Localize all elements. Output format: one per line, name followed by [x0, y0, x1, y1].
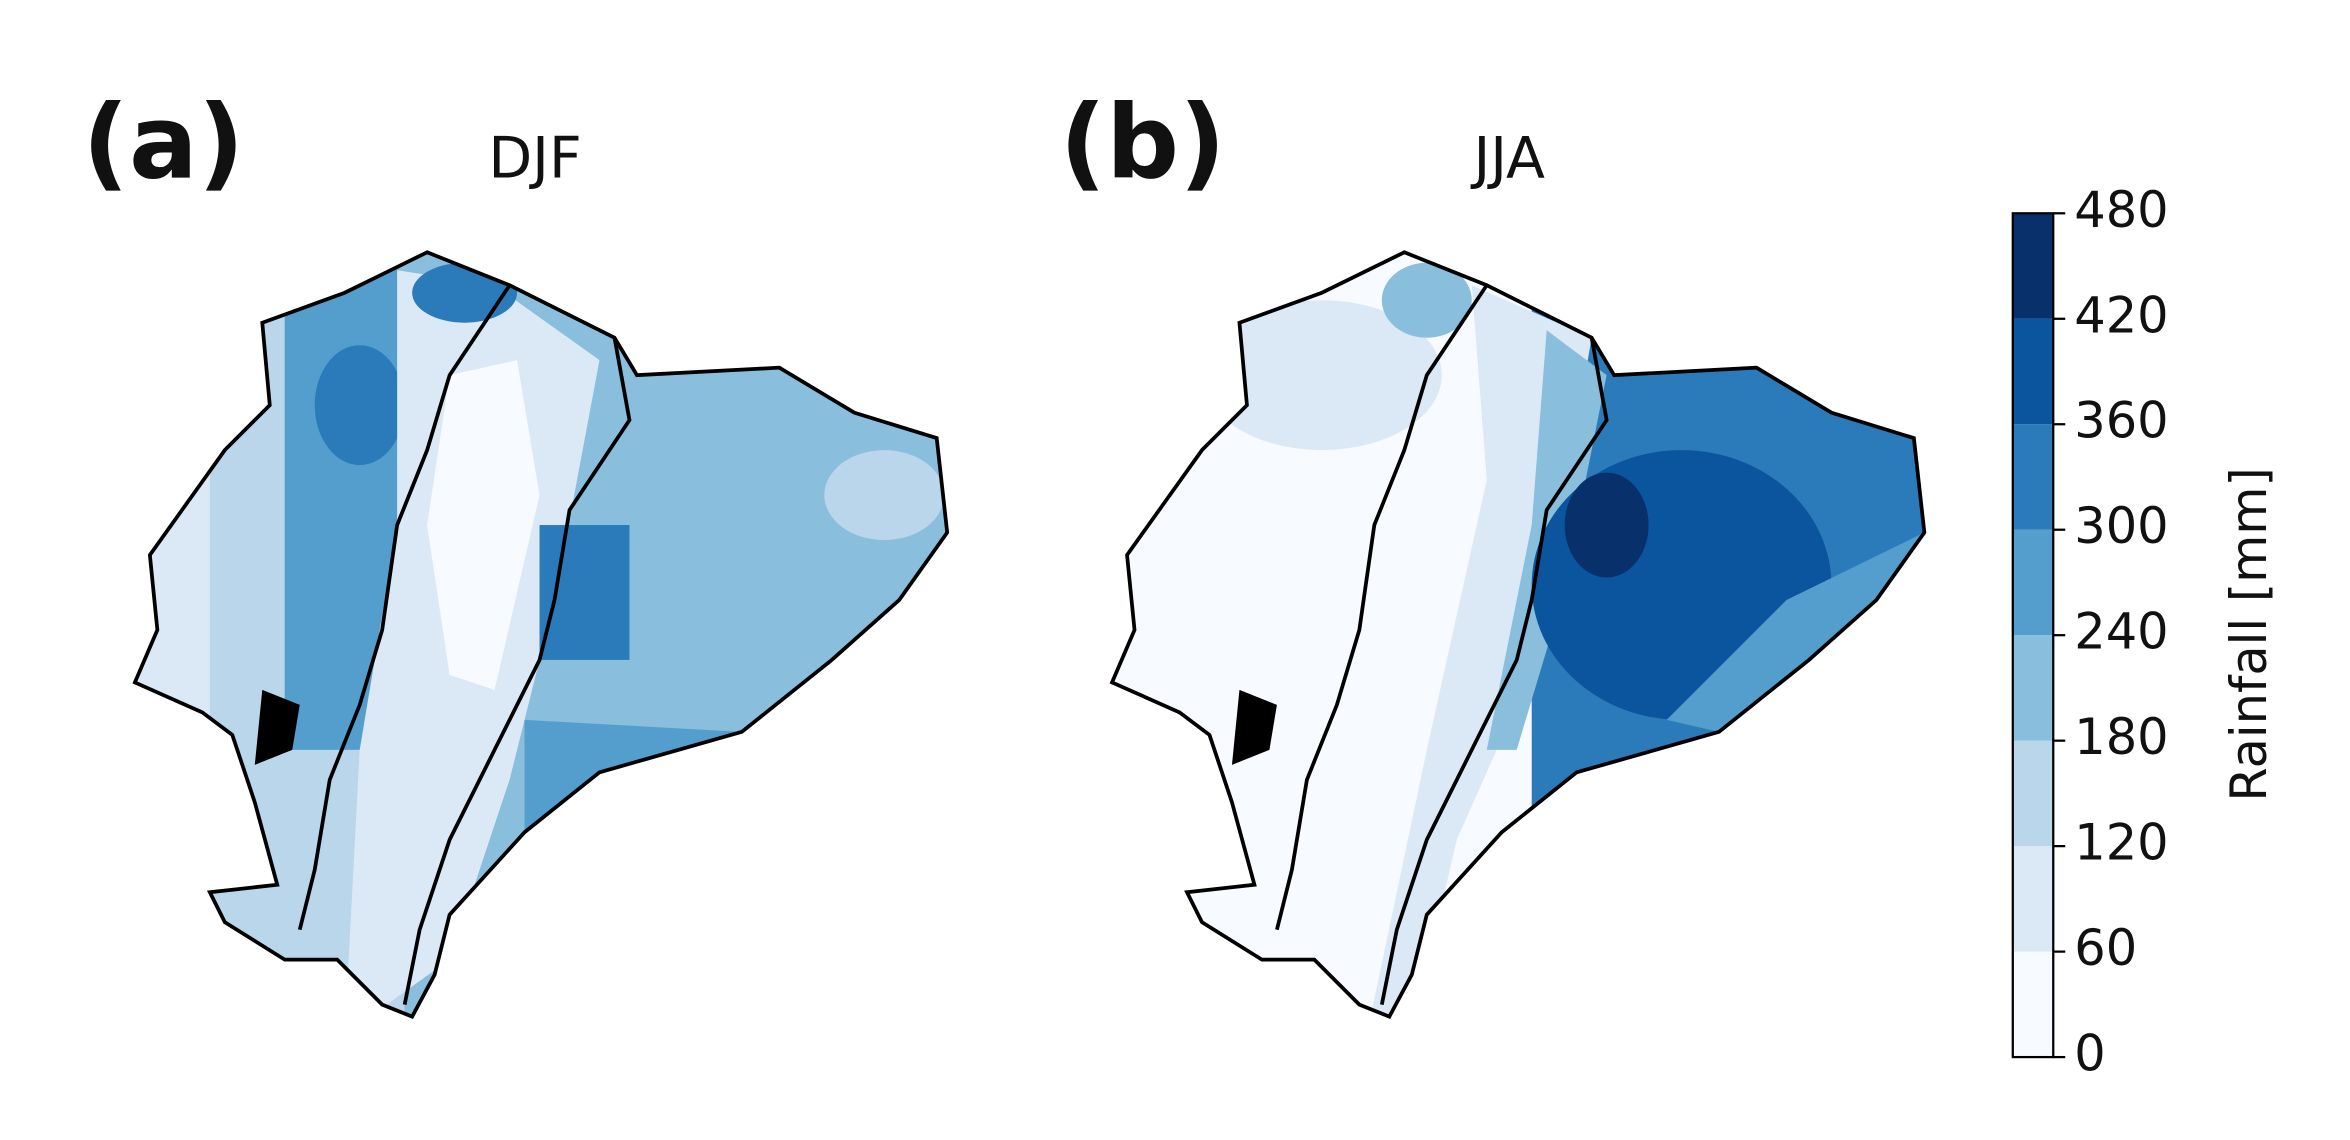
- colorbar-segment: [2012, 635, 2054, 741]
- colorbar-label: Rainfall [mm]: [2220, 467, 2278, 801]
- tick-label: 300: [2074, 497, 2168, 555]
- panel-label: (b): [1060, 83, 1226, 202]
- tick-label: 480: [2074, 181, 2168, 239]
- map-jja: [1109, 250, 1927, 1019]
- colorbar-segment: [2012, 318, 2054, 425]
- colorbar-frame: [2011, 212, 2055, 1059]
- colorbar-segment: [2012, 213, 2054, 319]
- colorbar-segment: [2012, 529, 2054, 636]
- panel-title: JJA: [1470, 125, 1545, 191]
- colorbar-segment: [2012, 846, 2054, 952]
- tick-label: 60: [2074, 919, 2137, 977]
- tick-label: 240: [2074, 603, 2168, 661]
- tick-label: 120: [2074, 814, 2168, 872]
- colorbar-segment: [2012, 951, 2054, 1058]
- colorbar-segment: [2012, 424, 2054, 530]
- tick-label: 360: [2074, 392, 2168, 450]
- panel-title: DJF: [488, 125, 581, 191]
- tick-label: 180: [2074, 708, 2168, 766]
- panel-label: (a): [82, 83, 244, 202]
- colorbar-segment: [2012, 740, 2054, 847]
- colorbar: 0 60 120 180 240 300 360 420 480: [2011, 181, 2169, 1083]
- tick-label: 420: [2074, 286, 2168, 344]
- tick-label: 0: [2074, 1025, 2105, 1083]
- map-djf: [132, 250, 950, 1019]
